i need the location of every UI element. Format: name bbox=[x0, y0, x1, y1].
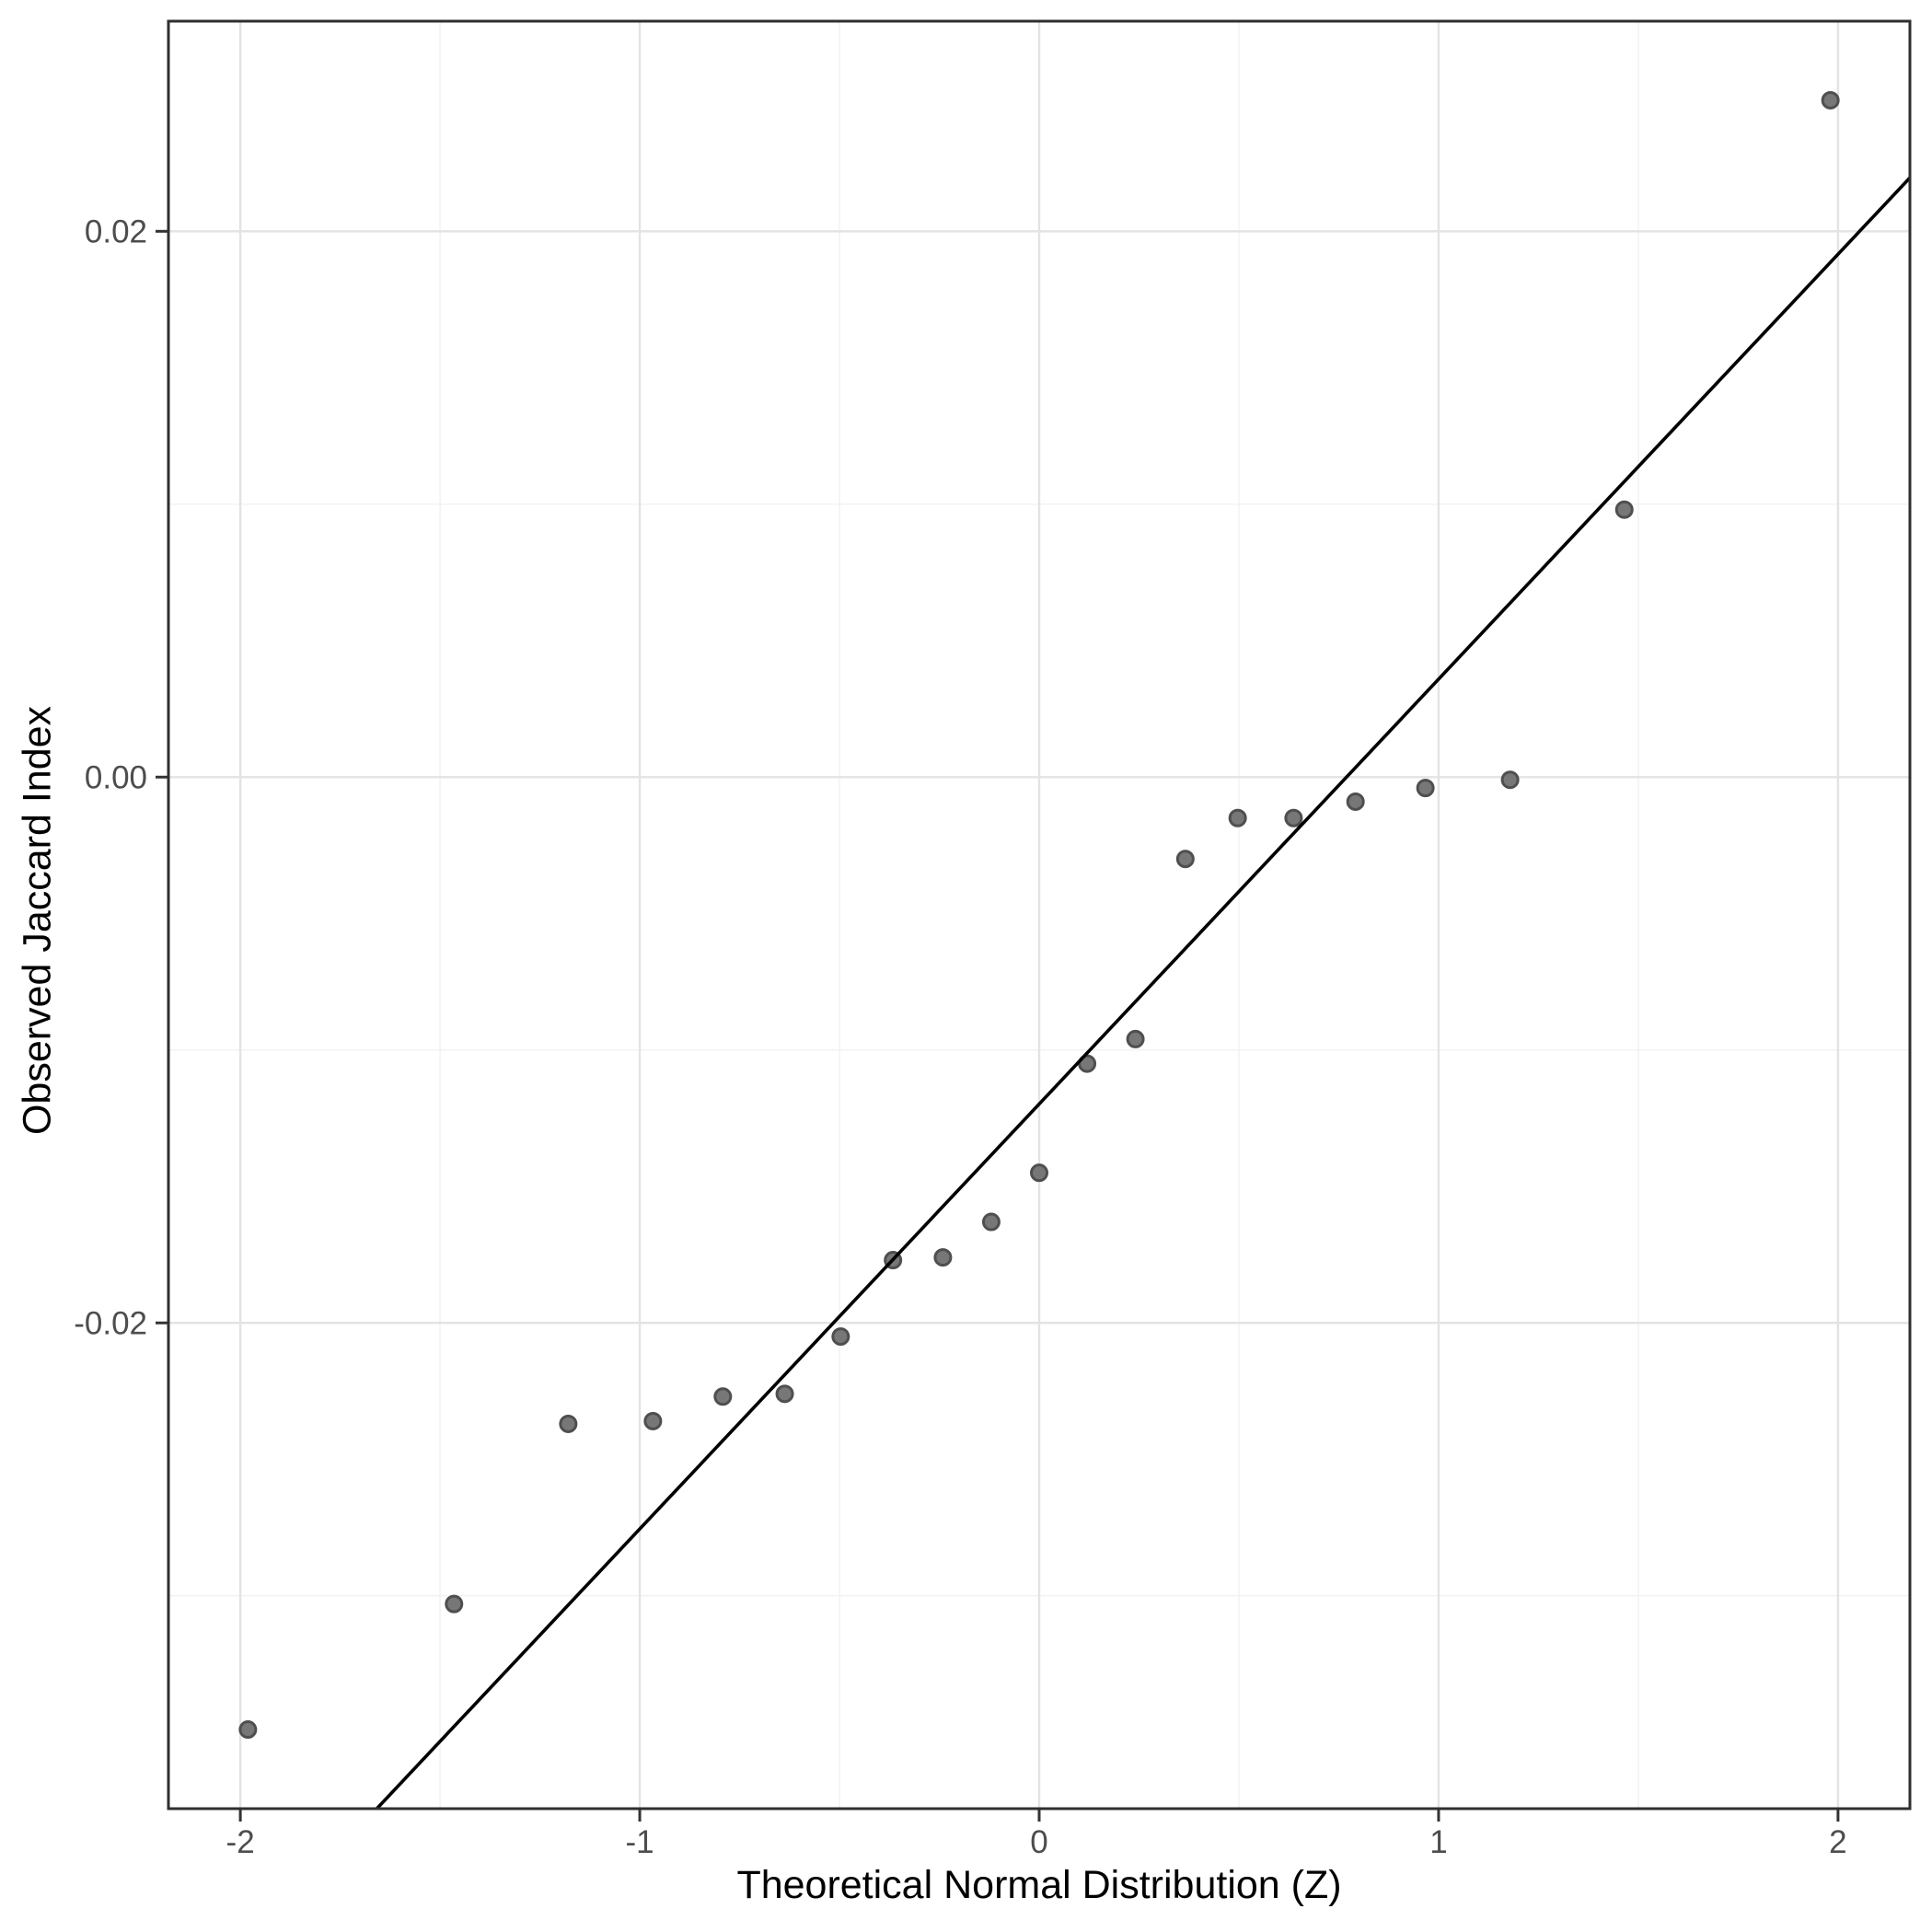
x-tick-label: 0 bbox=[1030, 1824, 1047, 1860]
data-point bbox=[445, 1594, 464, 1614]
data-point bbox=[643, 1411, 663, 1430]
data-point bbox=[831, 1327, 850, 1347]
data-point bbox=[1228, 808, 1247, 827]
y-axis-title: Observed Jaccard Index bbox=[15, 705, 60, 1136]
data-point bbox=[981, 1212, 1001, 1232]
data-point bbox=[1126, 1029, 1145, 1048]
data-point bbox=[1500, 770, 1520, 790]
x-tick-label: -2 bbox=[226, 1824, 255, 1860]
data-point bbox=[775, 1384, 794, 1404]
x-tick-label: -1 bbox=[625, 1824, 654, 1860]
x-tick-label: 1 bbox=[1429, 1824, 1447, 1860]
x-axis-title: Theoretical Normal Distribution (Z) bbox=[736, 1863, 1342, 1907]
y-tick-label: -0.02 bbox=[74, 1305, 147, 1341]
data-point bbox=[559, 1414, 578, 1433]
data-point bbox=[238, 1720, 258, 1740]
y-tick-label: 0.02 bbox=[85, 214, 147, 249]
data-point bbox=[1175, 850, 1195, 869]
data-point bbox=[1614, 500, 1634, 519]
data-point bbox=[713, 1387, 733, 1406]
y-tick-label: 0.00 bbox=[85, 759, 147, 795]
data-point bbox=[933, 1248, 953, 1267]
qq-reference-line bbox=[376, 176, 1912, 1811]
data-point bbox=[1416, 779, 1435, 798]
x-tick-label: 2 bbox=[1829, 1824, 1846, 1860]
data-point bbox=[1821, 90, 1840, 110]
data-point bbox=[1284, 808, 1303, 827]
data-point bbox=[1030, 1163, 1048, 1183]
data-point bbox=[1346, 792, 1365, 811]
